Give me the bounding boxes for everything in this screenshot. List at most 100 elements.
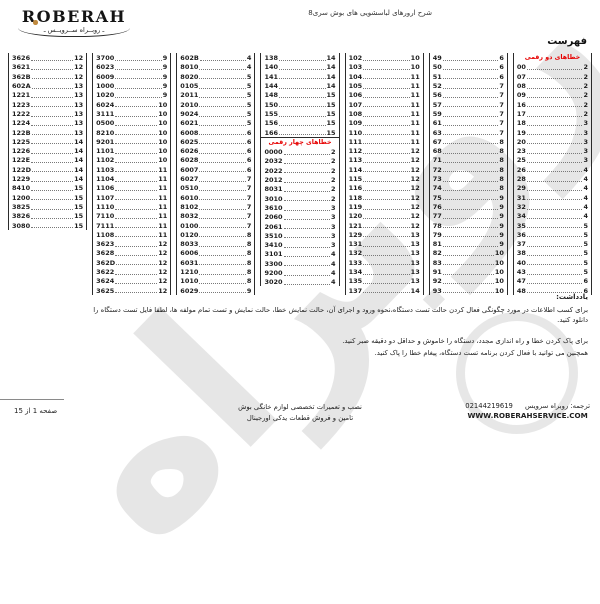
error-code: 26 xyxy=(516,165,526,174)
error-code: 3300 xyxy=(264,259,283,268)
page-number: 12 xyxy=(410,156,420,165)
footer-contact: ترجمه: روبراه سرویس 02144219619 WWW.ROBE… xyxy=(465,402,590,420)
page-number: 15 xyxy=(74,212,84,221)
toc-entry: 1108 11 xyxy=(96,230,167,239)
page-number: 14 xyxy=(326,63,336,72)
page-number: 11 xyxy=(158,193,168,202)
dotted-leader xyxy=(363,255,410,257)
toc-entry: 48 6 xyxy=(517,285,588,294)
page-number: 14 xyxy=(74,165,84,174)
dotted-leader xyxy=(526,134,583,136)
toc-entry: 52 7 xyxy=(433,81,504,90)
page-number: 4 xyxy=(331,278,336,287)
footer-service-line-2: تامین و فروش قطعات یدکی اورجینال xyxy=(246,413,354,422)
toc-entry: 116 12 xyxy=(349,183,420,192)
toc-entry: 6026 6 xyxy=(180,146,251,155)
error-code: 1210 xyxy=(180,267,199,276)
page-number: 7 xyxy=(499,128,504,137)
toc-entry: 17 2 xyxy=(517,109,588,118)
error-code: 6026 xyxy=(180,147,199,156)
toc-entry: 74 8 xyxy=(433,183,504,192)
toc-entry: 0500 10 xyxy=(96,118,167,127)
error-code: 92 xyxy=(432,277,442,286)
dotted-leader xyxy=(283,265,331,267)
toc-entry: 3080 15 xyxy=(12,220,83,229)
page-number: 4 xyxy=(331,268,336,277)
page-number: 7 xyxy=(246,221,252,230)
dotted-leader xyxy=(526,292,583,294)
error-code: 0500 xyxy=(96,119,115,128)
dotted-leader xyxy=(199,115,246,117)
index-columns: خطاهای دو رقمی 00 2 07 2 08 2 09 2 16 2 17 2 18 3 19 3 20… xyxy=(8,53,592,295)
error-code: 134 xyxy=(348,267,363,276)
dotted-leader xyxy=(199,245,246,247)
dotted-leader xyxy=(442,199,499,201)
page-number: 11 xyxy=(410,100,420,109)
error-code: 36 xyxy=(516,230,526,239)
error-code: 132 xyxy=(348,249,363,258)
error-code: 20 xyxy=(516,137,526,146)
dotted-leader xyxy=(31,59,74,61)
page-number: 13 xyxy=(74,119,84,128)
error-code: 3010 xyxy=(264,194,283,203)
page-number: 15 xyxy=(326,119,336,128)
dotted-leader xyxy=(363,171,410,173)
index-column-6: 3700 9 6023 9 6009 9 1000 9 1020 9 6024 10 3111 10 050… xyxy=(92,53,172,295)
toc-entry: 150 15 xyxy=(264,99,335,108)
page-number: 12 xyxy=(158,267,168,276)
toc-entry: 59 7 xyxy=(433,109,504,118)
dotted-leader xyxy=(363,59,410,61)
dotted-leader xyxy=(115,292,158,294)
page-number: 10 xyxy=(158,100,168,109)
error-code: 7110 xyxy=(96,212,115,221)
dotted-leader xyxy=(283,181,331,183)
error-code: 37 xyxy=(516,240,526,249)
dotted-leader xyxy=(31,189,74,191)
error-code: 3622 xyxy=(96,267,115,276)
dotted-leader xyxy=(442,255,494,257)
page-number: 10 xyxy=(158,137,168,146)
error-code: 1108 xyxy=(96,230,115,239)
error-code: 1229 xyxy=(12,175,31,184)
roberah-logo: ROBERAH ـ روبــراه ســرویــس ـ xyxy=(18,9,130,37)
dotted-leader xyxy=(199,227,246,229)
page-number: 15 xyxy=(74,202,84,211)
page-number: 13 xyxy=(410,249,420,258)
error-code: 9200 xyxy=(264,268,283,277)
toc-entry: 63 7 xyxy=(433,127,504,136)
dotted-leader xyxy=(115,152,158,154)
toc-entry: 1229 14 xyxy=(12,174,83,183)
dotted-leader xyxy=(363,245,410,247)
toc-entry: 1020 9 xyxy=(96,90,167,99)
dotted-leader xyxy=(283,246,331,248)
page-number: 13 xyxy=(410,277,420,286)
dotted-leader xyxy=(279,96,326,98)
dotted-leader xyxy=(442,227,499,229)
dotted-leader xyxy=(279,87,326,89)
dotted-leader xyxy=(526,227,583,229)
error-code: 1226 xyxy=(12,147,31,156)
error-code: 34 xyxy=(516,212,526,221)
error-code: 56 xyxy=(432,91,442,100)
toc-entry: 362B 12 xyxy=(12,72,83,81)
dotted-leader xyxy=(363,143,410,145)
error-code: 8020 xyxy=(180,72,199,81)
dotted-leader xyxy=(363,162,410,164)
page-number: 10 xyxy=(494,277,504,286)
toc-entry: 9200 4 xyxy=(264,268,335,277)
index-column-7: 3626 12 3621 12 362B 12 602A 13 1221 13 1223 13 1222… xyxy=(8,53,88,230)
dotted-leader xyxy=(442,217,499,219)
page-number: 8 xyxy=(499,175,504,184)
dotted-leader xyxy=(442,87,499,89)
toc-entry: 6027 7 xyxy=(180,174,251,183)
dotted-leader xyxy=(283,209,331,211)
dotted-leader xyxy=(526,208,583,210)
error-code: 102 xyxy=(348,54,363,63)
error-code: 362D xyxy=(96,258,116,267)
dotted-leader xyxy=(199,199,246,201)
toc-entry: 91 10 xyxy=(433,267,504,276)
toc-entry: 8031 2 xyxy=(264,184,335,193)
page-number: 15 xyxy=(74,193,84,202)
toc-entry: 6010 7 xyxy=(180,192,251,201)
toc-entry: 32 4 xyxy=(517,202,588,211)
